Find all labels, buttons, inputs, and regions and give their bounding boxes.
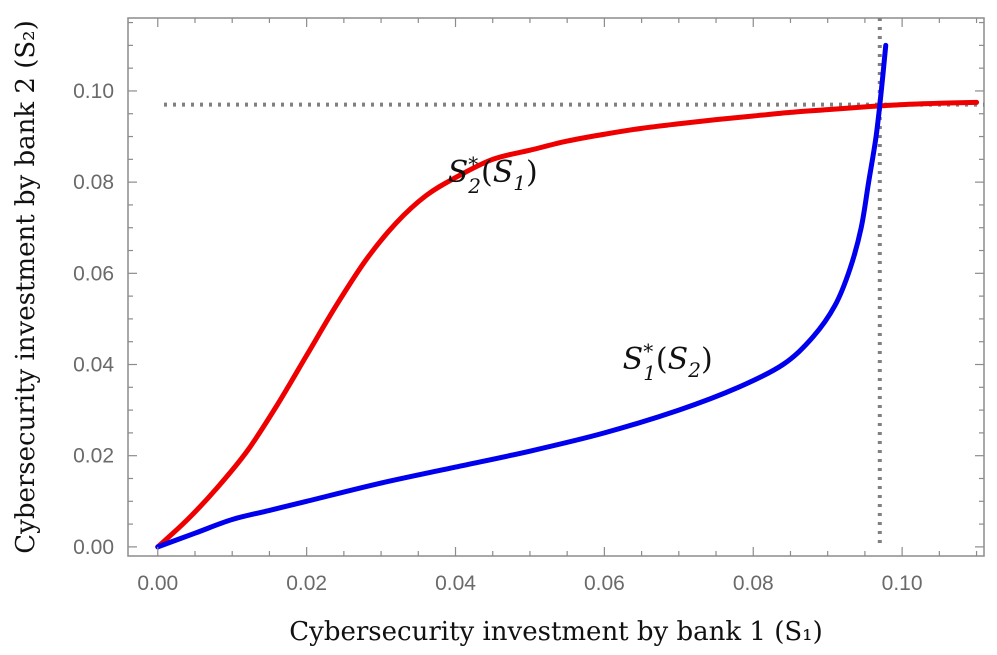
red-best-response-curve (155, 99, 980, 550)
y-axis-title: Cybersecurity investment by bank 2 (S₂) (11, 20, 41, 553)
curve-label-blue: S* 1(S2) (623, 339, 713, 385)
y-tick-label: 0.02 (73, 445, 114, 468)
blue-best-response-curve (155, 42, 889, 550)
x-tick-label: 0.04 (435, 572, 476, 595)
y-tick-label: 0.10 (73, 80, 114, 103)
plot-frame (127, 17, 985, 557)
ticks-layer: 0.00 0.02 0.04 0.06 0.08 0.10 0.00 0.02 0.04 0.06… (73, 18, 984, 595)
x-tick-label: 0.06 (584, 572, 625, 595)
y-tick-label: 0.00 (73, 536, 114, 559)
curve-label-red: S* 2(S1) (448, 152, 538, 198)
annotations-layer: S* 2(S1) S* 1(S2) (448, 152, 713, 385)
x-tick-label: 0.02 (286, 572, 327, 595)
y-tick-label: 0.04 (73, 354, 114, 377)
y-tick-label: 0.06 (73, 262, 114, 285)
x-axis-title: Cybersecurity investment by bank 1 (S₁) (289, 617, 822, 647)
reference-lines (164, 18, 984, 548)
y-tick-label: 0.08 (73, 171, 114, 194)
x-tick-label: 0.00 (137, 572, 178, 595)
x-tick-label: 0.08 (733, 572, 774, 595)
x-tick-label: 0.10 (882, 572, 923, 595)
series-layer (155, 42, 980, 550)
